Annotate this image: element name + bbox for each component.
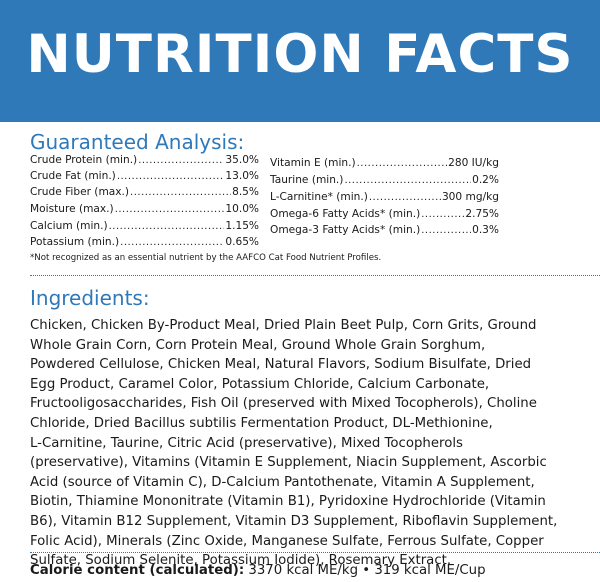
leader-dots <box>357 156 447 172</box>
ingredients-line: Biotin, Thiamine Mononitrate (Vitamin B1… <box>30 494 546 510</box>
ingredients-line: Acid (source of Vitamin C), D-Calcium Pa… <box>30 474 535 490</box>
leader-dots <box>109 219 225 235</box>
analysis-row: Calcium (min.) 1.15% <box>30 218 259 234</box>
leader-dots <box>369 190 441 206</box>
ingredients-line: Egg Product, Caramel Color, Potassium Ch… <box>30 376 490 392</box>
ingredients-line: (preservative), Vitamins (Vitamin E Supp… <box>30 455 547 471</box>
calorie-label: Calorie content (calculated): <box>30 563 245 578</box>
ingredients-line: Chloride, Dried Bacillus subtilis Fermen… <box>30 415 493 431</box>
leader-dots <box>117 169 225 185</box>
ingredients-line: Sulfate, Sodium Selenite, Potassium Iodi… <box>30 553 452 569</box>
leader-dots <box>138 153 224 169</box>
analysis-label: Moisture (max.) <box>30 203 114 215</box>
dotted-divider <box>30 275 600 276</box>
analysis-value: 300 mg/kg <box>441 191 499 203</box>
calorie-content: Calorie content (calculated): 3370 kcal … <box>30 563 486 578</box>
calorie-value: 3370 kcal ME/kg • 319 kcal ME/Cup <box>248 563 486 578</box>
ingredients-line: B6), Vitamin B12 Supplement, Vitamin D3 … <box>30 513 558 529</box>
analysis-value: 0.3% <box>472 224 499 236</box>
analysis-row: Crude Fiber (max.) 8.5% <box>30 184 259 200</box>
analysis-label: Omega-6 Fatty Acids* (min.) <box>270 208 421 220</box>
leader-dots <box>115 202 225 218</box>
analysis-label: Omega-3 Fatty Acids* (min.) <box>270 224 421 236</box>
analysis-row: Taurine (min.) 0.2% <box>270 172 499 188</box>
ingredients-line: Fructooligosaccharides, Fish Oil (preser… <box>30 396 537 412</box>
ingredients-line: L-Carnitine, Taurine, Citric Acid (prese… <box>30 435 463 451</box>
leader-dots <box>421 223 471 239</box>
ingredients-text: Chicken, Chicken By-Product Meal, Dried … <box>30 316 598 571</box>
analysis-value: 1.15% <box>225 220 259 232</box>
analysis-row: Potassium (min.) 0.65% <box>30 234 259 250</box>
analysis-value: 8.5% <box>232 186 259 198</box>
page-title: NUTRITION FACTS <box>26 24 574 85</box>
analysis-label: Taurine (min.) <box>270 174 344 186</box>
analysis-value: 0.65% <box>225 236 259 248</box>
analysis-label: Crude Fat (min.) <box>30 170 116 182</box>
ingredients-line: Powdered Cellulose, Chicken Meal, Natura… <box>30 357 532 373</box>
footnote: *Not recognized as an essential nutrient… <box>30 253 382 263</box>
analysis-value: 0.2% <box>472 174 499 186</box>
leader-dots <box>421 207 464 223</box>
analysis-label: Crude Fiber (max.) <box>30 186 130 198</box>
analysis-row: Omega-3 Fatty Acids* (min.) 0.3% <box>270 222 499 238</box>
ingredients-title: Ingredients: <box>30 286 150 310</box>
leader-dots <box>344 173 471 189</box>
dotted-divider <box>30 552 600 553</box>
analysis-label: Calcium (min.) <box>30 220 108 232</box>
analysis-row: Moisture (max.) 10.0% <box>30 201 259 217</box>
leader-dots <box>120 235 224 251</box>
analysis-row: L-Carnitine* (min.) 300 mg/kg <box>270 189 499 205</box>
analysis-value: 280 IU/kg <box>448 157 499 169</box>
ingredients-line: Folic Acid), Minerals (Zinc Oxide, Manga… <box>30 533 544 549</box>
analysis-row: Crude Fat (min.) 13.0% <box>30 168 259 184</box>
ingredients-line: Chicken, Chicken By-Product Meal, Dried … <box>30 318 537 333</box>
analysis-value: 35.0% <box>225 154 259 166</box>
guaranteed-analysis-title: Guaranteed Analysis: <box>30 130 245 154</box>
header-banner: NUTRITION FACTS <box>0 0 600 122</box>
analysis-value: 2.75% <box>465 208 499 220</box>
analysis-label: Crude Protein (min.) <box>30 154 138 166</box>
analysis-value: 10.0% <box>225 203 259 215</box>
analysis-label: Potassium (min.) <box>30 236 120 248</box>
analysis-label: Vitamin E (min.) <box>270 157 356 169</box>
analysis-row: Omega-6 Fatty Acids* (min.) 2.75% <box>270 206 499 222</box>
analysis-value: 13.0% <box>225 170 259 182</box>
leader-dots <box>130 185 231 201</box>
ingredients-line: Whole Grain Corn, Corn Protein Meal, Gro… <box>30 337 486 353</box>
analysis-row: Vitamin E (min.) 280 IU/kg <box>270 155 499 171</box>
analysis-row: Crude Protein (min.) 35.0% <box>30 152 259 168</box>
analysis-label: L-Carnitine* (min.) <box>270 191 368 203</box>
